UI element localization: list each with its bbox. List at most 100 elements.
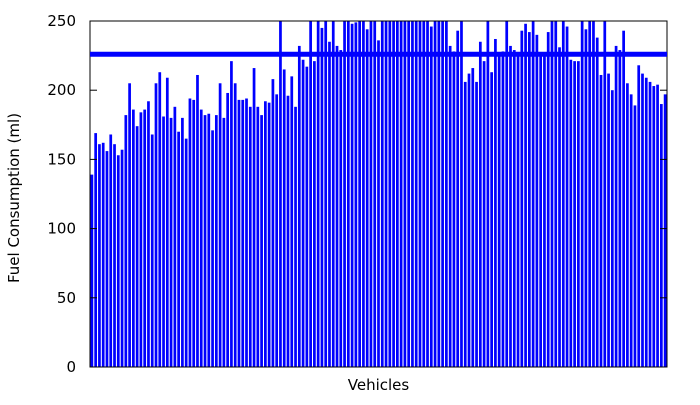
y-tick-label: 50 xyxy=(57,289,76,307)
bar xyxy=(241,99,245,367)
bar xyxy=(109,134,113,367)
bar xyxy=(622,30,625,367)
bar xyxy=(369,21,373,367)
bar xyxy=(512,50,516,368)
bar xyxy=(331,21,335,367)
bar xyxy=(429,26,433,367)
bar xyxy=(90,174,94,367)
bar xyxy=(471,68,475,367)
bar xyxy=(422,21,426,367)
bar xyxy=(365,29,369,368)
bar xyxy=(286,95,290,368)
bar xyxy=(626,83,629,367)
bar xyxy=(486,21,490,367)
bar xyxy=(524,23,527,368)
bar xyxy=(539,52,543,367)
bar xyxy=(173,106,177,367)
bar xyxy=(267,102,271,367)
bar xyxy=(663,94,667,367)
bars xyxy=(90,21,667,368)
bar xyxy=(339,50,343,368)
bar xyxy=(313,61,316,367)
bar xyxy=(248,106,252,367)
bar xyxy=(399,21,403,367)
bar xyxy=(380,21,384,367)
bar xyxy=(460,21,463,367)
bar xyxy=(580,21,584,367)
bar xyxy=(290,76,294,368)
bar xyxy=(358,21,362,367)
bar xyxy=(101,142,105,367)
bar xyxy=(196,74,199,367)
bar xyxy=(573,61,576,367)
bar xyxy=(445,21,448,367)
bar xyxy=(158,72,162,368)
bar xyxy=(94,133,98,367)
bar xyxy=(252,68,256,367)
bar xyxy=(147,101,150,368)
bar xyxy=(648,81,652,368)
bar xyxy=(418,21,422,367)
bar xyxy=(150,134,154,367)
bar xyxy=(482,61,486,367)
bar xyxy=(264,101,267,368)
y-tick-label: 0 xyxy=(66,358,76,376)
y-axis-label: Fuel Consumption (ml) xyxy=(5,113,23,283)
bar xyxy=(203,115,207,367)
bar xyxy=(282,69,286,367)
bar xyxy=(199,109,203,367)
bar xyxy=(139,112,143,367)
bar xyxy=(501,51,505,367)
bar xyxy=(456,30,460,367)
bar xyxy=(561,21,565,367)
bar xyxy=(346,21,350,367)
bar xyxy=(181,117,184,367)
bar xyxy=(633,105,637,368)
bar xyxy=(211,130,214,367)
bar xyxy=(644,77,648,368)
bar xyxy=(113,144,116,367)
bar xyxy=(641,73,644,367)
bar xyxy=(437,21,441,367)
bar xyxy=(569,59,573,367)
bar xyxy=(607,73,610,367)
bar xyxy=(516,52,520,367)
bar xyxy=(595,37,599,368)
bar xyxy=(237,99,241,367)
y-tick-label: 200 xyxy=(47,81,76,99)
bar xyxy=(226,92,230,367)
bar xyxy=(433,21,437,367)
bar xyxy=(354,22,358,367)
bar xyxy=(577,61,580,367)
bar xyxy=(656,84,659,367)
bar xyxy=(384,21,388,367)
bar xyxy=(599,74,603,367)
bar xyxy=(297,45,301,367)
bar xyxy=(558,47,561,368)
bar xyxy=(245,98,248,367)
bar xyxy=(463,81,467,368)
bar xyxy=(279,21,282,367)
bar xyxy=(554,21,558,367)
y-ticks: 0 50 100 150 200 250 xyxy=(47,12,667,376)
bar xyxy=(233,83,237,367)
bar xyxy=(335,45,339,367)
bar xyxy=(218,83,222,367)
bar xyxy=(343,21,346,367)
bar xyxy=(98,144,101,367)
bar xyxy=(192,99,196,367)
bar xyxy=(271,79,275,367)
bar xyxy=(124,115,128,367)
bar xyxy=(316,21,320,367)
bar xyxy=(550,21,554,367)
bar xyxy=(475,81,478,368)
bar xyxy=(520,30,524,367)
bar xyxy=(478,41,482,367)
y-tick-label: 150 xyxy=(47,150,76,168)
bar xyxy=(222,117,226,367)
bar xyxy=(452,51,456,367)
bar xyxy=(320,27,324,367)
bar xyxy=(362,21,365,367)
bar xyxy=(256,106,260,367)
